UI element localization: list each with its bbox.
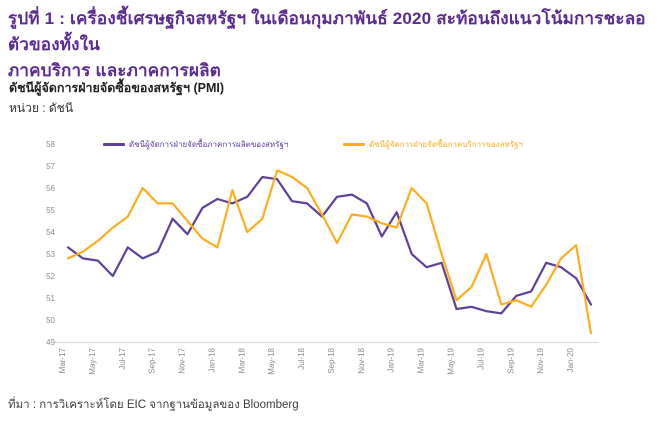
legend-label-services: ดัชนีผู้จัดการฝ่ายจัดซื้อภาคบริการของสหร…: [369, 140, 523, 149]
figure-title: รูปที่ 1 : เครื่องชี้เศรษฐกิจสหรัฐฯ ในเด…: [8, 6, 666, 84]
pmi-chart-area: 49 50 51 52 53 54 55 56 57 58 Mar-17 May-17 Jul-17 Se…: [25, 126, 635, 396]
x-tick-label: Mar-19: [417, 347, 426, 373]
x-tick-label: May-17: [88, 347, 97, 374]
y-tick-label: 57: [46, 162, 55, 171]
y-tick-label: 55: [46, 206, 55, 215]
x-tick-label: Jul-17: [118, 347, 127, 369]
x-tick-label: Jan-20: [566, 347, 575, 372]
chart-subtitle: ดัชนีผู้จัดการฝ่ายจัดซื้อของสหรัฐฯ (PMI): [9, 81, 224, 95]
x-tick-label: Sep-17: [148, 347, 157, 373]
legend-item-services: ดัชนีผู้จัดการฝ่ายจัดซื้อภาคบริการของสหร…: [343, 138, 523, 151]
x-tick-label: Mar-18: [237, 347, 246, 373]
x-tick-label: Jan-19: [387, 347, 396, 372]
source-note: ที่มา : การวิเคราะห์โดย EIC จากฐานข้อมูล…: [8, 399, 299, 411]
figure-title-line2: ภาคบริการ และภาคการผลิต: [8, 61, 221, 80]
figure-title-line1: รูปที่ 1 : เครื่องชี้เศรษฐกิจสหรัฐฯ ในเด…: [8, 9, 646, 54]
y-tick-label: 53: [46, 250, 55, 259]
pmi-line-chart: 49 50 51 52 53 54 55 56 57 58 Mar-17 May-17 Jul-17 Se…: [46, 140, 599, 375]
series-line-manufacturing: [66, 175, 593, 315]
y-tick-label: 58: [46, 140, 55, 149]
services-line-swatch: [343, 143, 365, 146]
x-tick-label: May-18: [267, 347, 276, 374]
unit-label: หน่วย : ดัชนี: [9, 101, 74, 115]
x-tick-label: Jan-18: [207, 347, 216, 372]
x-tick-label: Sep-18: [327, 347, 336, 373]
y-tick-label: 50: [46, 316, 55, 325]
x-tick-label: Nov-19: [536, 347, 545, 373]
y-tick-label: 56: [46, 184, 55, 193]
x-tick-label: Sep-19: [506, 347, 515, 373]
x-tick-label: Jul-19: [476, 347, 485, 369]
x-tick-label: Mar-17: [58, 347, 67, 373]
x-tick-label: May-19: [447, 347, 456, 374]
legend-item-manufacturing: ดัชนีผู้จัดการฝ่ายจัดซื้อภาคการผลิตของสห…: [103, 138, 288, 151]
x-tick-label: Nov-18: [357, 347, 366, 373]
legend-label-manufacturing: ดัชนีผู้จัดการฝ่ายจัดซื้อภาคการผลิตของสห…: [129, 140, 289, 149]
x-tick-label: Jul-18: [297, 347, 306, 369]
y-tick-label: 49: [46, 338, 55, 347]
y-tick-label: 52: [46, 272, 55, 281]
series-line-services: [66, 169, 593, 335]
y-tick-label: 54: [46, 228, 55, 237]
y-tick-label: 51: [46, 294, 55, 303]
manufacturing-line-swatch: [103, 143, 125, 146]
x-tick-label: Nov-17: [178, 347, 187, 373]
